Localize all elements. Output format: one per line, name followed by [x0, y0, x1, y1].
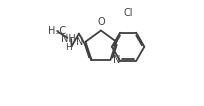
Text: H: H: [65, 43, 72, 52]
Text: O: O: [97, 17, 104, 27]
Text: Cl: Cl: [123, 8, 132, 18]
Text: N: N: [75, 37, 82, 47]
Text: H₃C: H₃C: [48, 26, 66, 36]
Text: N: N: [113, 55, 120, 65]
Text: NH: NH: [61, 34, 75, 44]
